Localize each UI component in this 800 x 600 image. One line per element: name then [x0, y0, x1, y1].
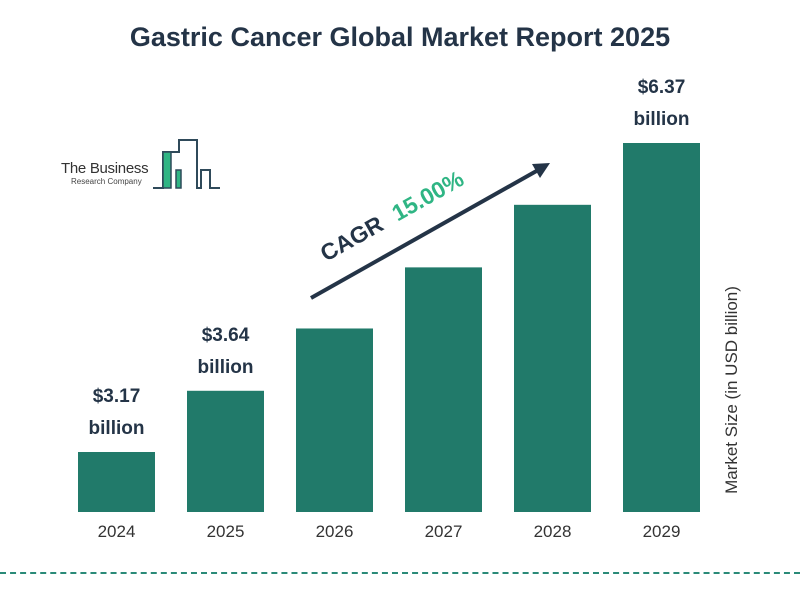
data-label-unit: billion [89, 418, 145, 439]
x-tick-label: 2027 [425, 522, 463, 541]
bar-2028 [514, 204, 591, 512]
cagr-arrow [310, 163, 550, 300]
logo-buildings-icon [153, 139, 220, 189]
data-label-unit: billion [634, 109, 690, 130]
bar-2026 [296, 328, 373, 512]
logo-subtext: Research Company [71, 177, 142, 186]
bar-2024 [78, 452, 155, 512]
data-label-value: $3.64 [202, 325, 250, 346]
logo-text: The Business [61, 160, 149, 177]
x-tick-label: 2026 [316, 522, 354, 541]
data-label-value: $6.37 [638, 77, 686, 98]
data-label-value: $3.17 [93, 386, 141, 407]
bottom-divider [0, 572, 800, 574]
x-tick-label: 2024 [98, 522, 136, 541]
logo: The Business Research Company [55, 138, 225, 194]
x-tick-label: 2025 [207, 522, 245, 541]
bar-2025 [187, 390, 264, 512]
x-tick-label: 2029 [643, 522, 681, 541]
cagr-label: CAGR [316, 210, 388, 266]
x-tick-label: 2028 [534, 522, 572, 541]
data-label-unit: billion [198, 357, 254, 378]
y-axis-label: Market Size (in USD billion) [722, 286, 741, 494]
bar-2027 [405, 267, 482, 512]
bar-2029 [623, 143, 700, 512]
chart-title: Gastric Cancer Global Market Report 2025 [129, 22, 671, 52]
